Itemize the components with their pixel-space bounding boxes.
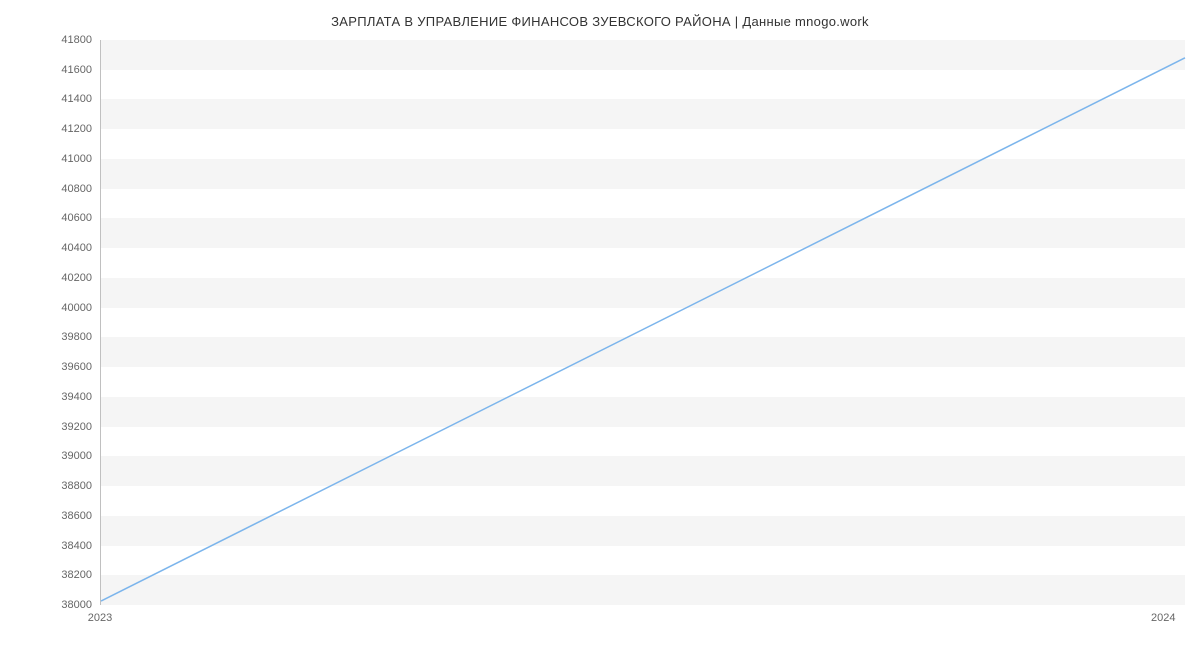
y-tick-label: 39600 [0,361,92,373]
y-tick-label: 40200 [0,272,92,284]
y-tick-label: 41800 [0,34,92,46]
y-tick-label: 38400 [0,540,92,552]
y-tick-label: 41600 [0,64,92,76]
y-tick-label: 41000 [0,153,92,165]
y-tick-label: 40800 [0,183,92,195]
y-tick-label: 39800 [0,331,92,343]
y-tick-label: 38800 [0,480,92,492]
y-tick-label: 38000 [0,599,92,611]
y-tick-label: 41200 [0,123,92,135]
chart-container: 38000 38200 38400 38600 38800 39000 39200 39400… [0,40,1200,630]
y-tick-label: 40000 [0,302,92,314]
y-tick-label: 40400 [0,242,92,254]
plot-area [100,40,1185,605]
y-tick-label: 39200 [0,421,92,433]
y-tick-label: 39000 [0,450,92,462]
x-tick-label: 2023 [88,612,112,624]
data-line [101,58,1185,601]
y-tick-label: 38200 [0,569,92,581]
x-tick-label: 2024 [1151,612,1175,624]
y-tick-label: 40600 [0,212,92,224]
chart-title: ЗАРПЛАТА В УПРАВЛЕНИЕ ФИНАНСОВ ЗУЕВСКОГО… [0,0,1200,29]
y-tick-label: 41400 [0,93,92,105]
series-line [101,40,1185,604]
y-tick-label: 38600 [0,510,92,522]
y-tick-label: 39400 [0,391,92,403]
